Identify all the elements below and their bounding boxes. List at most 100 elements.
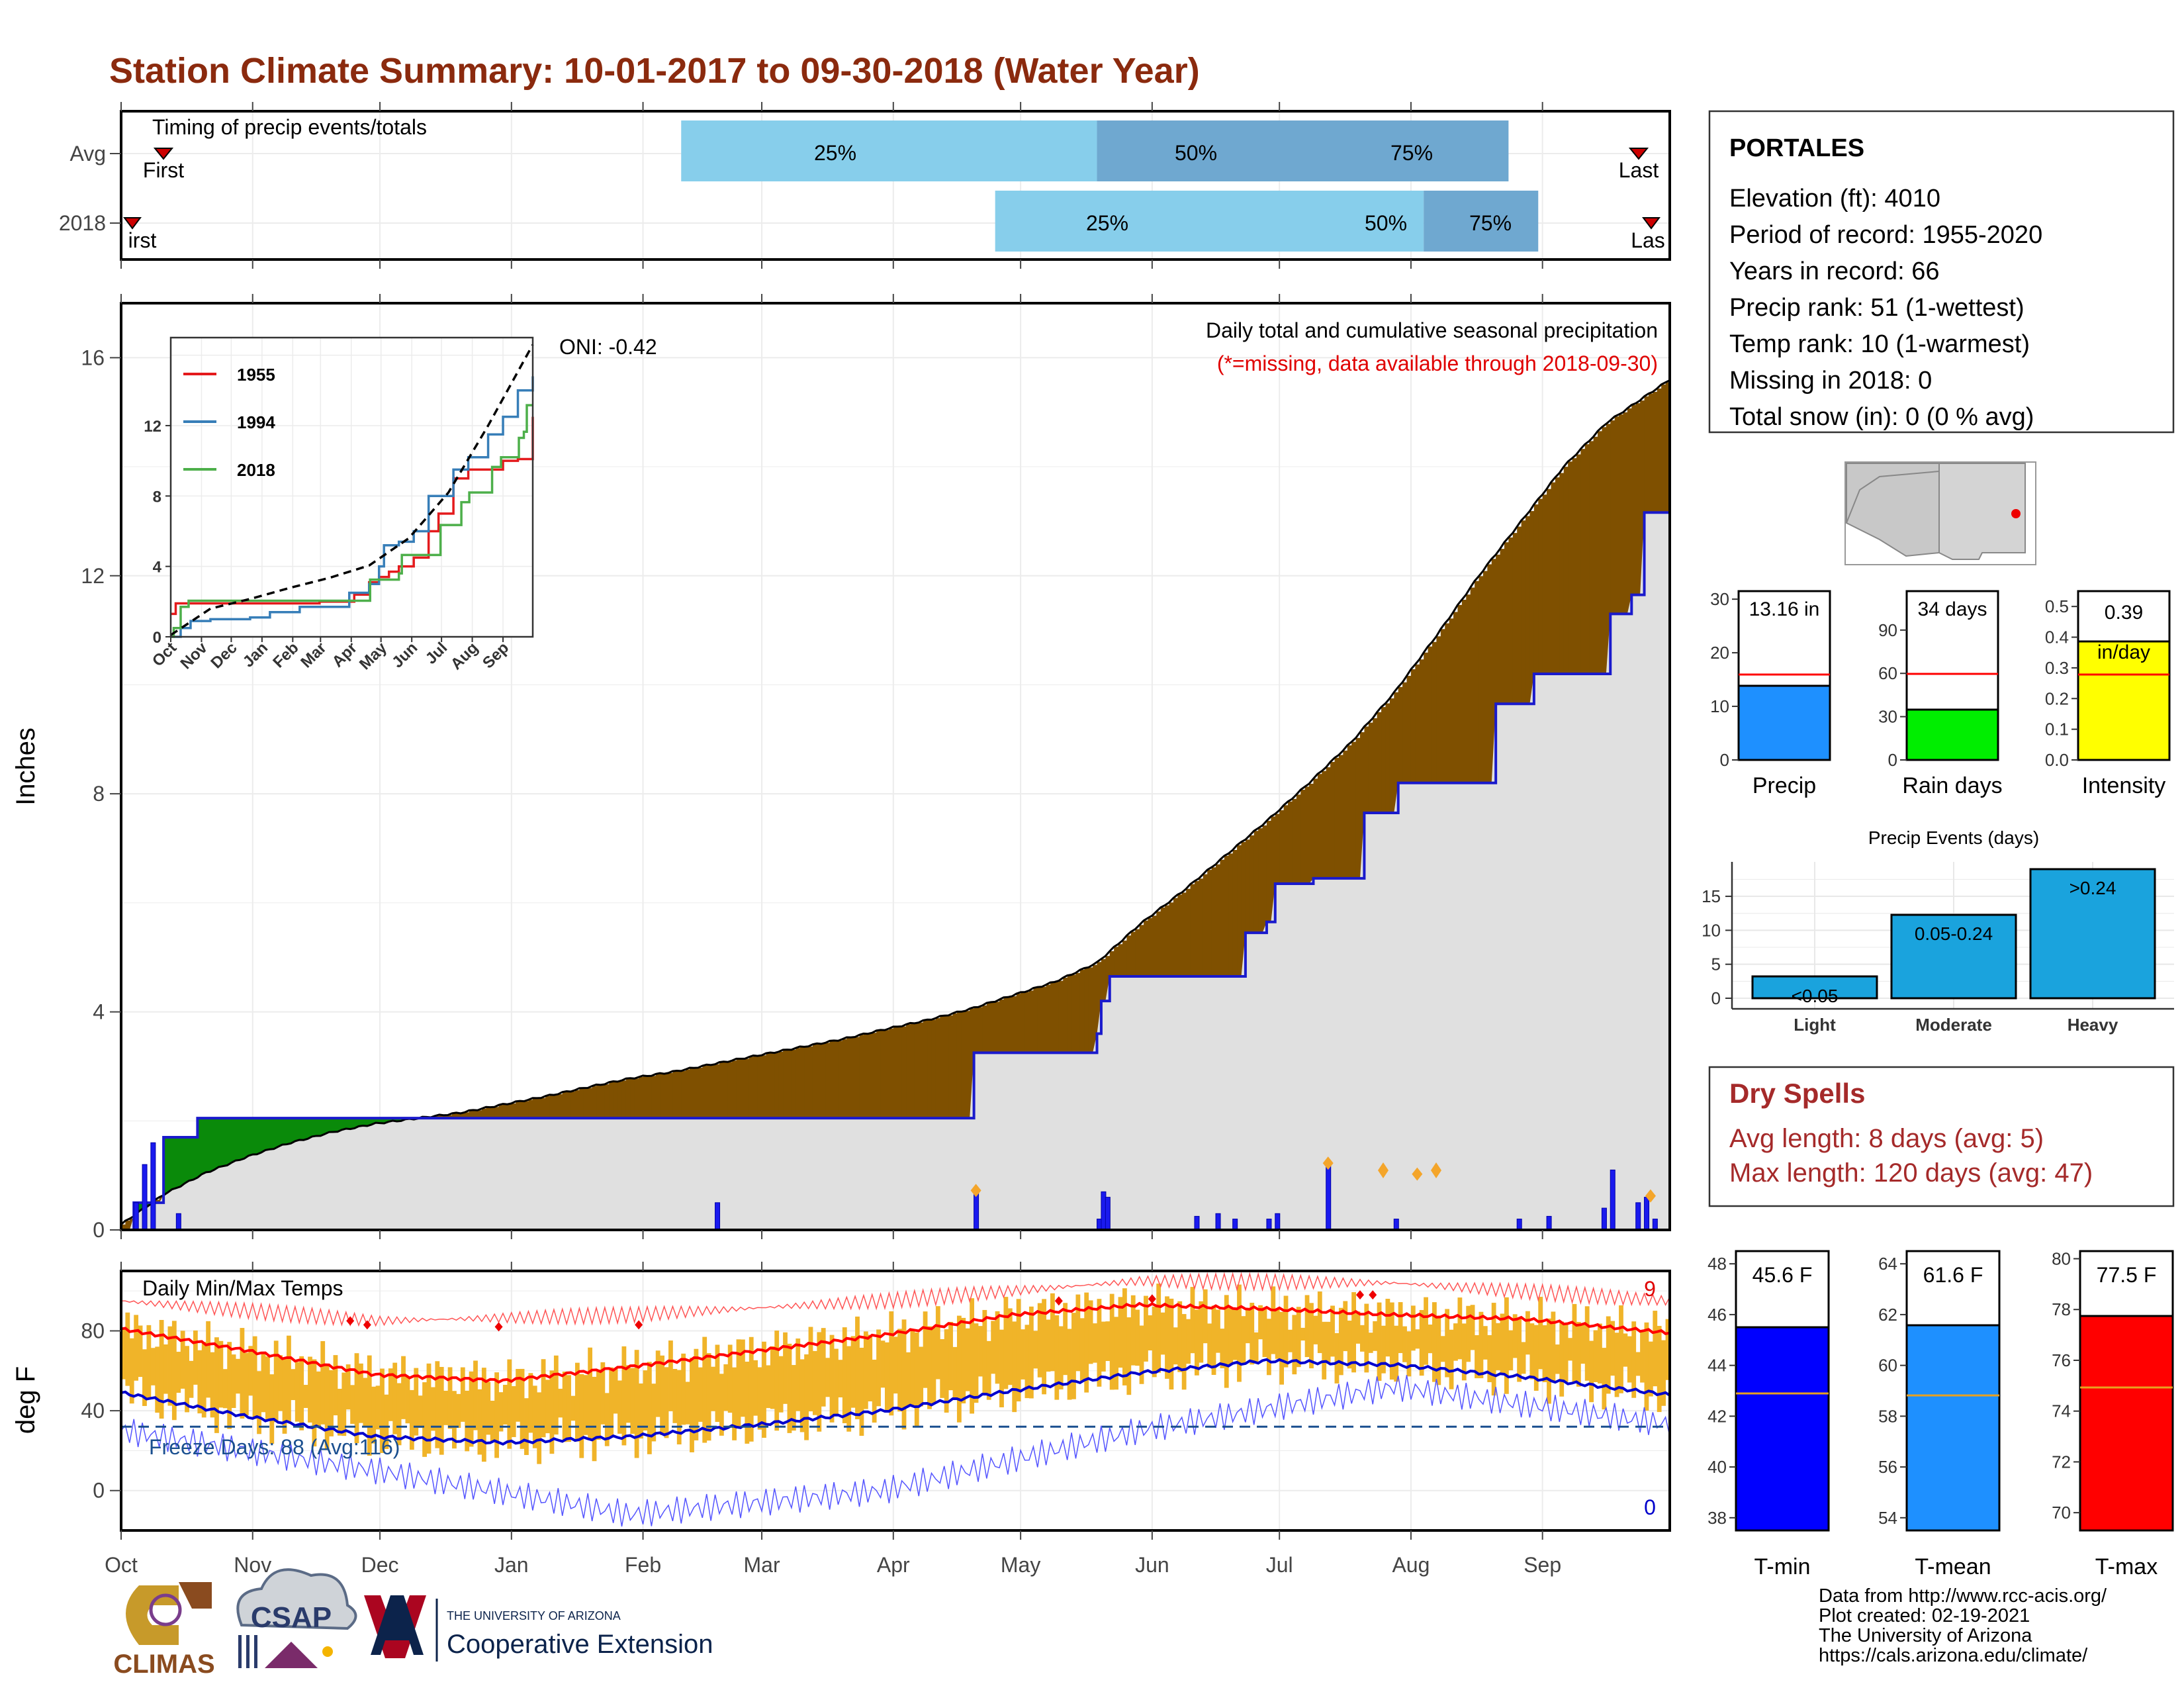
summary-y-tick: 44 xyxy=(1707,1356,1727,1376)
tmin-label: 45.6 F xyxy=(1752,1263,1813,1287)
footer-credits: Data from http://www.rcc-acis.org/ Plot … xyxy=(1819,1585,2107,1666)
record-high-line xyxy=(121,1272,1670,1327)
station-precip-rank: Precip rank: 51 (1-wettest) xyxy=(1729,294,2025,322)
summary-y-tick: 78 xyxy=(2052,1299,2071,1319)
month-tick-label: Jun xyxy=(1135,1553,1169,1577)
daily-max-marker xyxy=(1412,1167,1423,1181)
precip-missing-note: (*=missing, data available through 2018-… xyxy=(1217,352,1658,375)
timing-2018-p25: 25% xyxy=(1086,211,1128,235)
precip-y-tick: 0 xyxy=(93,1218,105,1242)
summary-y-tick: 58 xyxy=(1878,1406,1897,1426)
tmin-bar-label: T-min xyxy=(1754,1554,1811,1579)
page-title: Station Climate Summary: 10-01-2017 to 0… xyxy=(109,51,1200,91)
timing-2018-p75: 75% xyxy=(1469,211,1512,235)
summary-y-tick: 30 xyxy=(1878,707,1897,727)
daily-max-marker xyxy=(1645,1189,1656,1203)
dry-spells-title: Dry Spells xyxy=(1729,1078,1865,1109)
timing-row-label-2018: 2018 xyxy=(59,211,106,235)
normal-tmax-line xyxy=(120,1301,1670,1384)
daily-precip-bar xyxy=(1326,1164,1332,1231)
last-label-avg: Last xyxy=(1619,158,1659,182)
inset-y-tick: 0 xyxy=(153,629,161,647)
cumulative-average-line xyxy=(120,379,1670,1225)
summary-y-tick: 38 xyxy=(1707,1508,1727,1528)
inset-y-tick: 4 xyxy=(153,559,162,577)
daily-precip-bar xyxy=(1105,1197,1111,1231)
first-marker-2018 xyxy=(123,217,142,230)
events-bar-light xyxy=(1751,975,1878,1000)
timing-bar-50-75-0 xyxy=(1097,120,1509,181)
events-cat-heavy: Heavy xyxy=(2068,1015,2118,1035)
events-label-light: <0.05 xyxy=(1792,986,1839,1006)
summary-y-tick: 76 xyxy=(2052,1350,2071,1370)
inset-series-Avg xyxy=(170,344,534,636)
tmean-label: 61.6 F xyxy=(1923,1263,1983,1287)
summary-y-tick: 70 xyxy=(2052,1503,2071,1523)
daily-precip-bar xyxy=(1601,1207,1607,1231)
summary-y-tick: 42 xyxy=(1707,1406,1727,1426)
summary-y-tick: 30 xyxy=(1710,589,1729,609)
inset-series-2018 xyxy=(171,404,533,638)
tmean-bar xyxy=(1905,1324,2001,1532)
summary-y-tick: 90 xyxy=(1878,620,1897,640)
climas-logo-text: CLIMAS xyxy=(113,1650,214,1679)
station-box: PORTALES Elevation (ft): 4010 Period of … xyxy=(1708,110,2175,434)
daily-precip-bar xyxy=(1635,1202,1641,1231)
rain-days-bar-label: Rain days xyxy=(1902,773,2002,798)
csap-logo: CSAP xyxy=(236,1568,357,1668)
summary-y-tick: 74 xyxy=(2052,1401,2071,1421)
daily-precip-bar xyxy=(974,1191,979,1231)
summary-y-tick: 60 xyxy=(1878,663,1897,683)
events-y-tick: 5 xyxy=(1711,955,1721,974)
intensity-unit-label: in/day xyxy=(2097,641,2150,663)
summary-y-tick: 0.4 xyxy=(2045,628,2069,647)
month-tick-label: Dec xyxy=(361,1553,399,1577)
cumulative-base-area xyxy=(121,512,1670,1230)
last-marker-2018 xyxy=(1642,217,1661,230)
events-cat-light: Light xyxy=(1794,1015,1836,1035)
record-high-marker xyxy=(363,1320,371,1330)
dry-spells-avg: Avg length: 8 days (avg: 5) xyxy=(1729,1124,2044,1153)
record-high-marker xyxy=(1369,1290,1377,1300)
footer-line-univ: The University of Arizona xyxy=(1819,1625,2032,1646)
month-tick-label: Jan xyxy=(494,1553,529,1577)
precip-y-tick: 12 xyxy=(81,564,105,588)
timing-bar-25-50-1 xyxy=(995,191,1424,252)
month-tick-label: Jul xyxy=(1266,1553,1293,1577)
daily-precip-bar xyxy=(142,1164,148,1231)
temp-y-tick: 80 xyxy=(81,1319,105,1342)
daily-precip-bar xyxy=(1610,1169,1615,1231)
daily-precip-bar xyxy=(1194,1215,1200,1231)
precip-y-tick: 4 xyxy=(93,1000,105,1024)
month-tick-label: Aug xyxy=(1392,1553,1430,1577)
daily-precip-bar xyxy=(1215,1213,1221,1231)
summary-tmin: 45.6 F 38 40 42 44 46 48 T-min xyxy=(1707,1250,1830,1579)
daily-precip-bar xyxy=(1516,1219,1522,1231)
dry-spells-box: Dry Spells Avg length: 8 days (avg: 5) M… xyxy=(1708,1066,2175,1207)
cumulative-2018-line xyxy=(121,511,1670,1231)
first-label-2018: irst xyxy=(128,228,157,252)
record-high-marker xyxy=(494,1322,503,1332)
daily-precip-bar xyxy=(150,1142,156,1231)
timing-row-label-avg: Avg xyxy=(69,142,106,165)
university-logo: THE UNIVERSITY OF ARIZONA Cooperative Ex… xyxy=(364,1595,713,1662)
summary-y-tick: 72 xyxy=(2052,1452,2071,1472)
intensity-label: 0.39 xyxy=(2105,602,2143,624)
summary-y-tick: 20 xyxy=(1710,643,1729,663)
daily-precip-bar xyxy=(1546,1215,1552,1231)
footer-line-data: Data from http://www.rcc-acis.org/ xyxy=(1819,1585,2107,1607)
inset-y-tick: 8 xyxy=(153,488,161,506)
month-tick-label: May xyxy=(1001,1553,1040,1577)
summary-y-tick: 0.3 xyxy=(2045,658,2069,678)
month-tick-label: Feb xyxy=(625,1553,661,1577)
hot-days-count: 9 xyxy=(1644,1277,1656,1301)
events-y-tick: 0 xyxy=(1711,988,1721,1008)
timing-title: Timing of precip events/totals xyxy=(152,115,427,139)
station-missing: Missing in 2018: 0 xyxy=(1729,367,1932,395)
daily-precip-bar xyxy=(133,1202,139,1231)
timing-bar-50-75-1 xyxy=(1424,191,1539,252)
precip-y-tick: 8 xyxy=(93,782,105,806)
cold-days-count: 0 xyxy=(1644,1495,1656,1519)
summary-y-tick: 80 xyxy=(2052,1249,2071,1269)
